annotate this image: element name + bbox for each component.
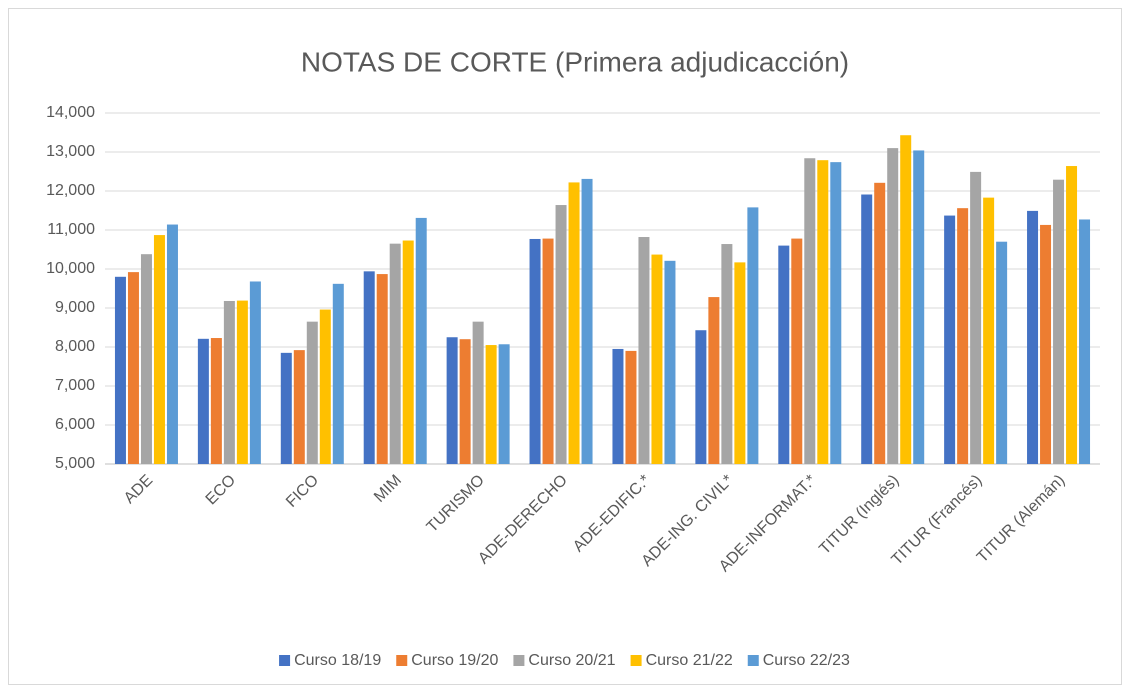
- bar: [197, 338, 209, 464]
- bar: [708, 297, 720, 464]
- bar: [957, 208, 969, 464]
- legend-swatch: [279, 655, 291, 666]
- bar: [293, 350, 305, 464]
- bar: [415, 217, 427, 464]
- bar: [542, 238, 554, 464]
- bar: [210, 338, 222, 464]
- bar: [249, 281, 261, 464]
- legend-label: Curso 19/20: [411, 652, 498, 669]
- bar: [1040, 224, 1052, 464]
- legend-label: Curso 22/23: [763, 652, 850, 669]
- y-tick-label: 7,000: [55, 377, 95, 394]
- bar: [280, 352, 292, 464]
- bar: [306, 321, 318, 464]
- bar: [1079, 219, 1091, 464]
- bar: [1053, 179, 1065, 464]
- bar: [319, 309, 331, 464]
- y-tick-label: 13,000: [46, 143, 95, 160]
- bar: [944, 215, 956, 464]
- bar: [498, 344, 510, 464]
- bar: [791, 238, 803, 464]
- y-tick-label: 12,000: [46, 182, 95, 199]
- y-tick-label: 6,000: [55, 416, 95, 433]
- bar: [778, 245, 790, 464]
- bar: [223, 300, 235, 464]
- bar: [166, 224, 178, 464]
- bar: [402, 240, 414, 464]
- bar: [900, 135, 912, 465]
- bar: [114, 276, 126, 464]
- bar: [612, 348, 624, 464]
- bar: [446, 337, 458, 464]
- bar: [140, 254, 152, 464]
- bar: [568, 182, 580, 465]
- legend-swatch: [630, 655, 642, 666]
- bar: [830, 162, 842, 464]
- bar: [638, 237, 650, 464]
- bar: [529, 238, 541, 464]
- bar: [861, 194, 873, 464]
- bar: [664, 260, 676, 464]
- bar: [581, 178, 593, 464]
- bar: [236, 300, 248, 464]
- bar: [983, 197, 995, 464]
- bar: [804, 158, 816, 465]
- y-tick-label: 11,000: [47, 221, 95, 238]
- bar: [459, 339, 471, 464]
- bar: [721, 244, 733, 464]
- bar: [747, 207, 759, 464]
- y-tick-label: 14,000: [46, 104, 95, 121]
- legend-label: Curso 20/21: [528, 652, 615, 669]
- bar: [472, 321, 484, 464]
- bar: [1066, 166, 1078, 465]
- bar: [153, 235, 165, 464]
- bar: [695, 330, 707, 464]
- bar: [874, 182, 886, 464]
- bar: [363, 271, 375, 464]
- legend-label: Curso 18/19: [294, 652, 381, 669]
- bar: [555, 205, 567, 465]
- chart-title: NOTAS DE CORTE (Primera adjudicacción): [301, 46, 849, 77]
- bar: [734, 262, 746, 464]
- y-tick-label: 9,000: [55, 299, 95, 316]
- bar: [127, 272, 139, 464]
- legend-swatch: [513, 655, 525, 666]
- y-tick-label: 10,000: [46, 260, 95, 277]
- bar: [651, 254, 663, 464]
- y-tick-label: 5,000: [55, 455, 95, 472]
- bar: [485, 345, 497, 464]
- legend-swatch: [747, 655, 759, 666]
- y-tick-label: 8,000: [55, 338, 95, 355]
- bar: [376, 274, 388, 464]
- bar: [625, 350, 637, 464]
- legend-label: Curso 21/22: [646, 652, 733, 669]
- bar: [913, 150, 925, 464]
- bar: [389, 243, 401, 464]
- bar: [996, 241, 1008, 464]
- bar: [887, 148, 899, 464]
- bar: [970, 171, 982, 464]
- bar: [1027, 210, 1039, 464]
- bar: [817, 160, 829, 464]
- legend-swatch: [396, 655, 408, 666]
- bar: [332, 283, 344, 464]
